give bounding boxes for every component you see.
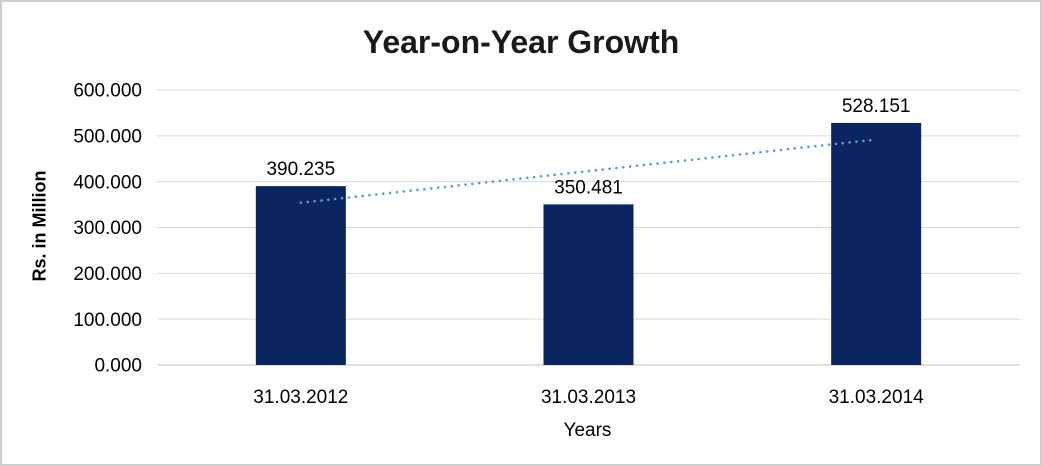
x-tick-label: 31.03.2012 [253, 387, 348, 408]
bar-data-label: 390.235 [266, 159, 335, 180]
bar[interactable] [255, 186, 346, 365]
bar-data-label: 528.151 [842, 96, 911, 117]
bar-data-label: 350.481 [554, 177, 623, 198]
x-tick-label: 31.03.2014 [829, 387, 925, 408]
y-tick-label: 100.000 [73, 310, 142, 331]
y-tick-label: 400.000 [73, 172, 142, 193]
x-tick-label: 31.03.2013 [541, 387, 636, 408]
bar[interactable] [831, 122, 922, 366]
bar[interactable] [543, 204, 634, 365]
y-tick-label: 200.000 [73, 264, 142, 285]
y-tick-label: 0.000 [94, 356, 142, 377]
y-tick-label: 600.000 [73, 81, 142, 102]
chart-title: Year-on-Year Growth [362, 24, 680, 60]
y-tick-label: 300.000 [73, 218, 142, 239]
x-axis-title: Years [563, 420, 612, 441]
y-tick-label: 500.000 [73, 126, 142, 147]
trendline[interactable] [299, 138, 878, 205]
